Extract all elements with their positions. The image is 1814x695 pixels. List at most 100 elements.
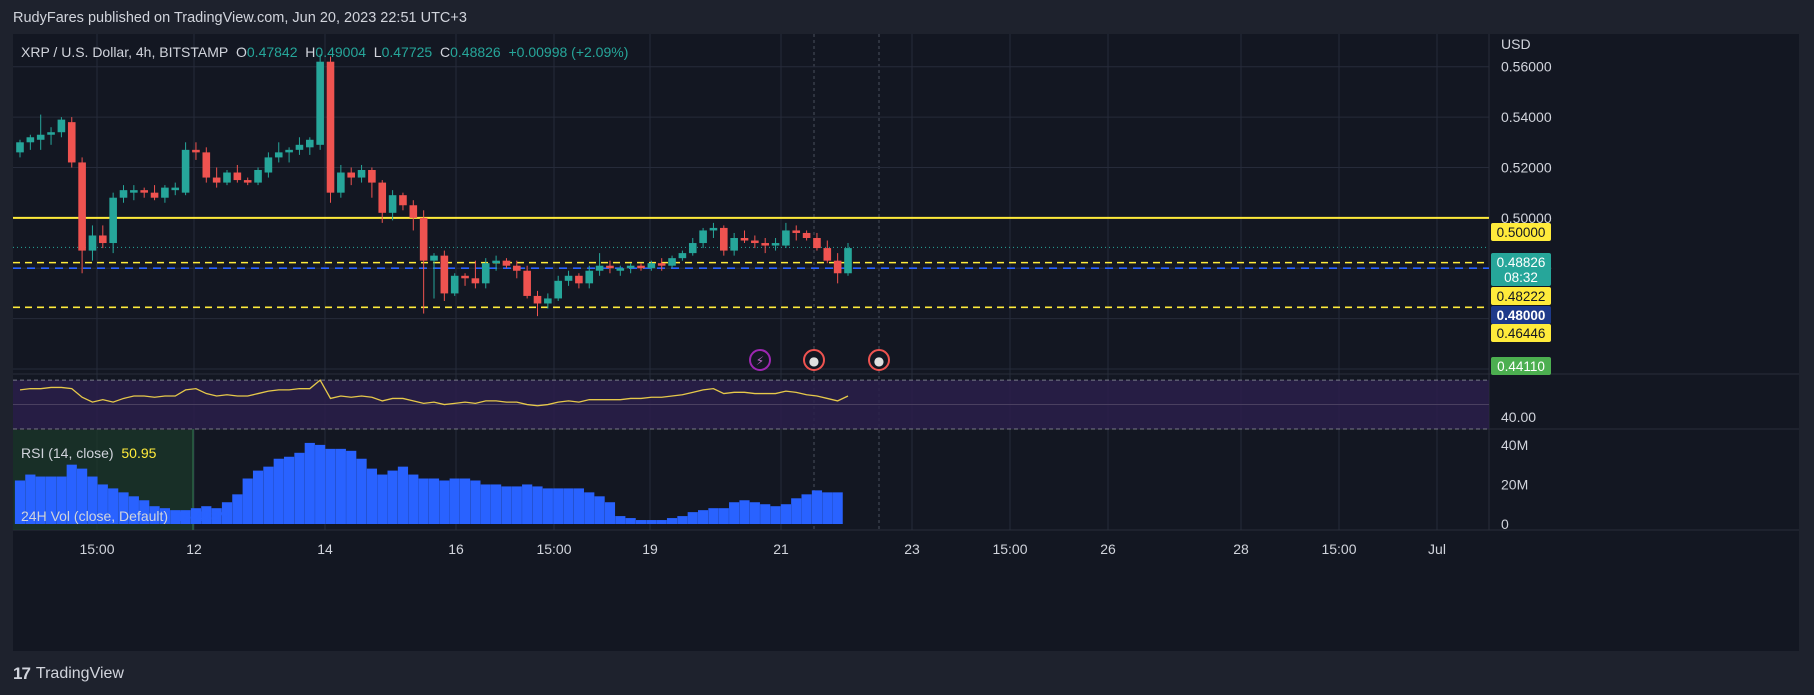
volume-bar [294, 452, 305, 524]
volume-bar [418, 478, 429, 524]
chart-canvas[interactable]: 15:00 12 14 16 15:00 19 21 23 15:00 26 28 15:00 Jul ⚡… [13, 34, 1799, 651]
volume-bar [822, 492, 833, 524]
volume-bar [201, 506, 212, 524]
candle-body [813, 238, 821, 249]
volume-bar [770, 506, 781, 524]
candle-body [626, 265, 635, 269]
candle-body [720, 227, 728, 251]
volume-bar [666, 518, 678, 524]
candle-body [564, 275, 573, 281]
candle-body [67, 122, 76, 163]
candle-body [368, 170, 376, 183]
rsi-legend[interactable]: RSI (14, close) 50.95 [21, 445, 156, 461]
price-label-text: 0.48222 [1497, 289, 1546, 304]
candle-body [751, 240, 759, 244]
volume-bar [470, 480, 481, 524]
high-label: H [305, 44, 316, 60]
volume-bar [221, 502, 233, 524]
rsi-axis-tick: 40.00 [1501, 409, 1536, 425]
candle-body [657, 263, 666, 266]
candle-body [212, 177, 221, 183]
candle-body [26, 137, 35, 143]
candle-body [833, 260, 842, 274]
candle-body [647, 263, 656, 269]
time-axis-tick: 15:00 [79, 541, 114, 557]
volume-bar [284, 456, 295, 524]
candle-body [233, 172, 242, 181]
candle-body [740, 238, 749, 241]
chart-panel[interactable]: 15:00 12 14 16 15:00 19 21 23 15:00 26 28 15:00 Jul ⚡… [13, 34, 1799, 651]
candle-body [150, 192, 159, 198]
us-flag-event-icon-glyph: ● [874, 354, 884, 368]
low-value: 0.47725 [381, 44, 433, 60]
volume-bar [97, 484, 108, 524]
candle-body [533, 295, 542, 304]
candle-body [688, 243, 697, 254]
volume-bar [387, 470, 398, 524]
candle-body [243, 180, 252, 183]
candle-body [254, 170, 262, 183]
candle-body [306, 139, 314, 148]
time-axis-tick: 14 [317, 541, 333, 557]
volume-bar [553, 488, 564, 524]
volume-bar [232, 494, 243, 524]
volume-bar [356, 458, 367, 524]
dividends-event-icon [749, 349, 771, 371]
close-value: 0.48826 [450, 44, 501, 60]
candle-body [450, 275, 459, 294]
candle-body [678, 253, 687, 259]
open-value: 0.47842 [246, 44, 298, 60]
candle-body [730, 238, 738, 251]
candle-body [544, 298, 552, 304]
time-axis-tick: 15:00 [536, 541, 571, 557]
candle-body [606, 265, 614, 269]
candle-body [699, 230, 707, 244]
candle-body [171, 187, 180, 191]
volume-bar [604, 502, 616, 524]
us-flag-event-icon-glyph: ● [809, 354, 819, 368]
volume-bar [594, 496, 605, 524]
candle-body [109, 197, 117, 244]
volume-bar [242, 478, 253, 524]
volume-bar [159, 508, 170, 524]
volume-bar [625, 518, 636, 524]
candle-body [782, 230, 790, 246]
volume-bar [584, 492, 595, 524]
time-axis-tick: Jul [1428, 541, 1446, 557]
candle-body [823, 248, 832, 261]
rsi-series-line [19, 379, 849, 407]
volume-bar [760, 504, 771, 524]
volume-bar [149, 506, 160, 524]
time-axis-tick: 28 [1233, 541, 1249, 557]
symbol-title[interactable]: XRP / U.S. Dollar, 4h, BITSTAMP [21, 44, 229, 60]
price-axis-tick: 0.56000 [1501, 59, 1552, 75]
volume-bar [635, 520, 647, 524]
volume-bar [542, 488, 553, 524]
volume-bar [791, 498, 802, 524]
volume-bar [304, 442, 315, 524]
tradingview-brand: TradingView [35, 665, 124, 682]
volume-bar [439, 480, 450, 524]
price-label-text: 0.44110 [1497, 359, 1545, 374]
volume-bar [428, 478, 440, 524]
candle-body [388, 195, 397, 213]
price-axis-currency: USD [1501, 36, 1531, 52]
volume-bar [366, 468, 377, 524]
price-label-text: 08:32 [1504, 270, 1538, 285]
volume-title[interactable]: 24H Vol (close, Default) [21, 508, 169, 524]
candle-body [585, 270, 594, 284]
volume-bar [325, 448, 336, 524]
tradingview-logo[interactable]: 17 TradingView [13, 664, 124, 684]
candle-body [399, 195, 407, 206]
candle-body [119, 190, 128, 198]
volume-legend[interactable]: 24H Vol (close, Default) 16.498M [21, 508, 230, 524]
tradingview-mark-icon: 17 [13, 664, 31, 683]
candle-body [792, 230, 801, 233]
rsi-value: 50.95 [121, 445, 157, 461]
ohlc-legend[interactable]: XRP / U.S. Dollar, 4h, BITSTAMP O0.47842… [21, 44, 628, 60]
volume-bar [273, 458, 284, 524]
rsi-title[interactable]: RSI (14, close) [21, 445, 114, 461]
volume-bar [108, 488, 119, 524]
candle-body [502, 260, 511, 266]
candle-body [430, 255, 438, 261]
